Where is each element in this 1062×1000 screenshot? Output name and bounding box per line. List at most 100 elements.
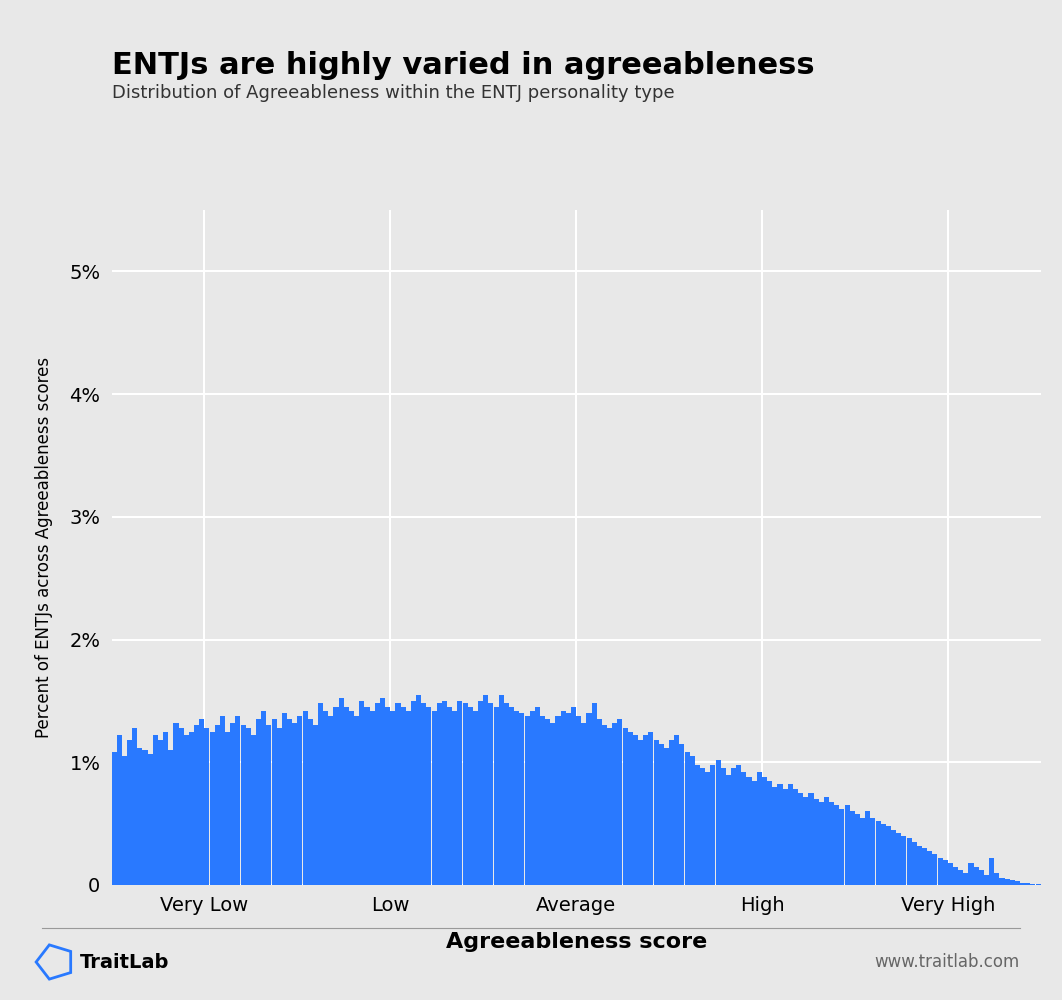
Bar (313, 725, 318, 885)
Bar (535, 707, 539, 885)
Bar (958, 870, 963, 885)
Bar (871, 818, 875, 885)
Bar (122, 756, 126, 885)
Bar (509, 707, 514, 885)
Bar (808, 793, 813, 885)
Bar (436, 703, 442, 885)
Bar (225, 732, 230, 885)
Bar (927, 851, 932, 885)
Bar (525, 716, 530, 885)
Bar (989, 858, 994, 885)
Bar (1025, 883, 1030, 885)
Bar (886, 826, 891, 885)
Bar (943, 860, 947, 885)
Bar (911, 842, 917, 885)
Bar (586, 713, 592, 885)
Bar (700, 768, 705, 885)
Bar (251, 735, 256, 885)
Bar (907, 838, 911, 885)
Bar (829, 802, 834, 885)
Bar (287, 719, 292, 885)
Bar (303, 711, 308, 885)
Bar (680, 744, 684, 885)
Bar (458, 701, 462, 885)
Bar (571, 707, 576, 885)
Bar (597, 719, 602, 885)
Bar (555, 716, 561, 885)
Bar (416, 695, 422, 885)
Bar (974, 867, 979, 885)
Bar (917, 846, 922, 885)
Bar (473, 711, 478, 885)
Bar (561, 711, 566, 885)
Bar (168, 750, 173, 885)
Bar (602, 725, 607, 885)
Bar (736, 765, 741, 885)
Bar (803, 797, 808, 885)
Bar (731, 768, 736, 885)
Bar (323, 711, 328, 885)
Bar (695, 765, 700, 885)
Bar (494, 707, 498, 885)
Bar (1030, 884, 1035, 885)
Bar (514, 711, 519, 885)
Bar (902, 836, 907, 885)
Bar (763, 777, 767, 885)
Bar (592, 703, 597, 885)
Bar (880, 824, 886, 885)
Bar (519, 713, 525, 885)
Bar (452, 711, 458, 885)
Bar (256, 719, 261, 885)
Bar (297, 716, 303, 885)
Bar (137, 748, 142, 885)
Bar (281, 713, 287, 885)
Bar (530, 711, 535, 885)
Bar (272, 719, 276, 885)
Bar (447, 707, 452, 885)
Bar (669, 740, 674, 885)
Bar (1021, 883, 1025, 885)
Bar (628, 732, 633, 885)
Bar (1005, 879, 1010, 885)
Bar (386, 707, 390, 885)
Bar (633, 735, 638, 885)
Bar (318, 703, 323, 885)
Bar (674, 735, 680, 885)
Bar (463, 703, 467, 885)
Bar (245, 728, 251, 885)
Bar (483, 695, 489, 885)
Bar (395, 703, 400, 885)
Bar (117, 735, 122, 885)
Bar (644, 735, 648, 885)
Bar (354, 716, 359, 885)
Bar (390, 711, 395, 885)
Bar (158, 740, 164, 885)
Bar (277, 728, 281, 885)
Bar (664, 748, 669, 885)
Bar (499, 695, 503, 885)
Bar (173, 723, 178, 885)
Bar (261, 711, 267, 885)
Text: ENTJs are highly varied in agreeableness: ENTJs are highly varied in agreeableness (112, 51, 815, 80)
Bar (422, 703, 426, 885)
Bar (209, 732, 215, 885)
Bar (220, 716, 225, 885)
Bar (153, 735, 158, 885)
Bar (427, 707, 431, 885)
Bar (938, 858, 943, 885)
Bar (478, 701, 483, 885)
Bar (308, 719, 312, 885)
Bar (267, 725, 272, 885)
Bar (617, 719, 622, 885)
Bar (406, 711, 411, 885)
Bar (333, 707, 339, 885)
Bar (607, 728, 612, 885)
Bar (200, 719, 204, 885)
Bar (431, 711, 436, 885)
Bar (947, 863, 953, 885)
Bar (364, 707, 370, 885)
Bar (215, 725, 220, 885)
Bar (503, 703, 509, 885)
Bar (112, 752, 117, 885)
Bar (380, 698, 386, 885)
